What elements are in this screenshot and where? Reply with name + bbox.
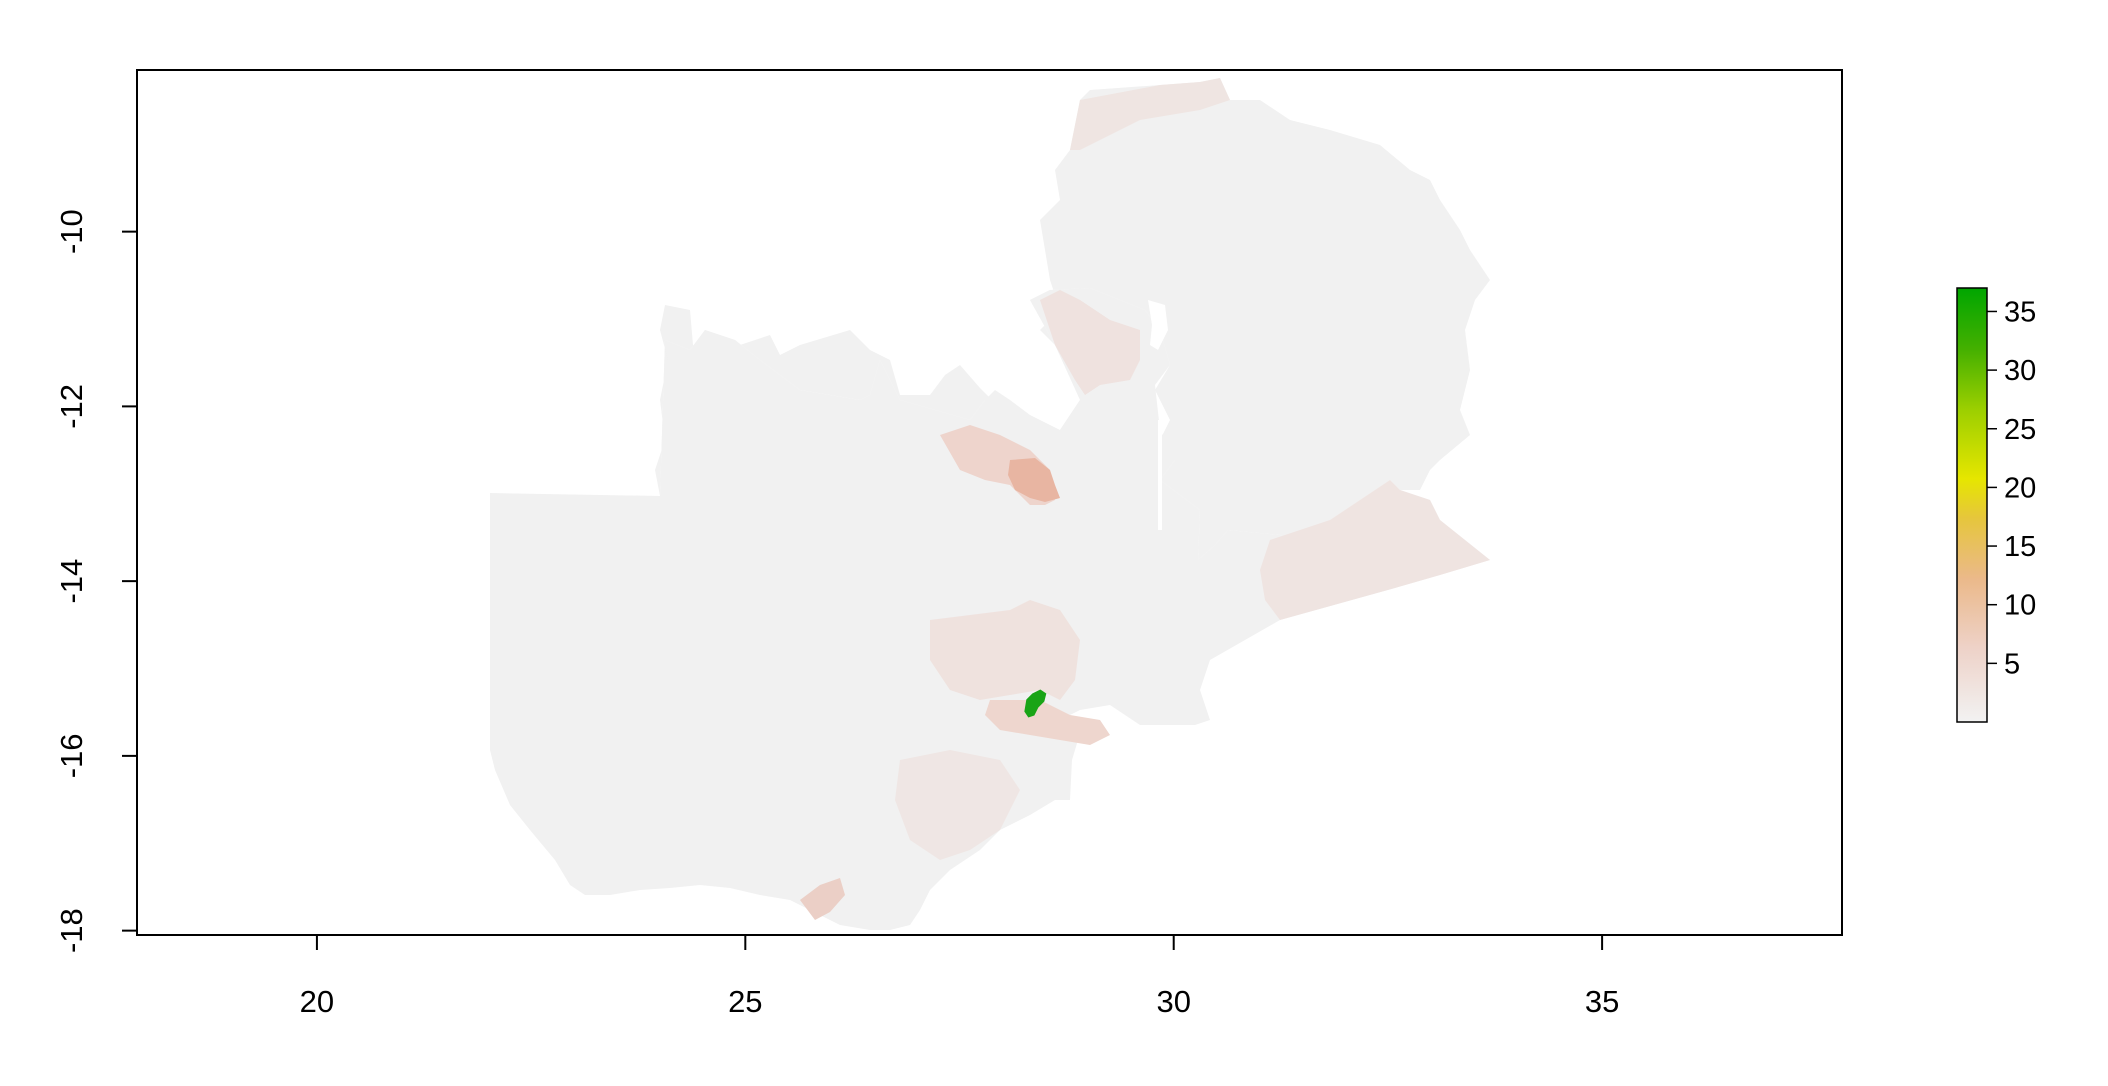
lake-gap bbox=[1148, 300, 1168, 350]
y-axis: -10 -12 -14 -16 -18 bbox=[54, 209, 138, 953]
legend-tick-label: 35 bbox=[2004, 296, 2036, 328]
x-tick-label: 20 bbox=[300, 984, 334, 1019]
legend-colorbar bbox=[1956, 287, 1988, 723]
x-tick-label: 30 bbox=[1156, 984, 1190, 1019]
x-tick-label: 35 bbox=[1585, 984, 1619, 1019]
legend-tick-label: 30 bbox=[2004, 355, 2036, 387]
district-northeast-pink bbox=[1040, 290, 1140, 395]
district-south-tip-pink bbox=[800, 878, 845, 920]
x-tick-label: 25 bbox=[728, 984, 762, 1019]
legend-tick-label: 20 bbox=[2004, 472, 2036, 504]
x-axis: 20 25 30 35 bbox=[300, 934, 1619, 1019]
hotspot-region bbox=[1024, 689, 1047, 718]
legend-tick-label: 5 bbox=[2004, 648, 2020, 680]
country-shape bbox=[490, 288, 1490, 930]
legend-tick-label: 25 bbox=[2004, 414, 2036, 446]
district-salmon-high bbox=[1008, 458, 1060, 502]
y-tick-label: -18 bbox=[54, 908, 89, 953]
river-gap bbox=[1158, 420, 1162, 530]
district-central-pink bbox=[930, 600, 1080, 700]
y-tick-label: -10 bbox=[54, 209, 89, 254]
hotspot-layer bbox=[1024, 689, 1047, 718]
legend-tick-label: 15 bbox=[2004, 531, 2036, 563]
legend-ticks: 5 10 15 20 25 30 35 bbox=[1987, 296, 2036, 680]
legend-tick-label: 10 bbox=[2004, 590, 2036, 622]
district-lusaka-pink bbox=[985, 700, 1110, 745]
y-tick-label: -16 bbox=[54, 733, 89, 778]
y-tick-label: -14 bbox=[54, 559, 89, 604]
northeast-region bbox=[1030, 78, 1490, 560]
map-raster bbox=[490, 78, 1490, 930]
district-north-pink bbox=[1070, 78, 1230, 150]
district-southern-pink bbox=[895, 750, 1020, 860]
legend: 5 10 15 20 25 30 35 bbox=[1956, 287, 2036, 723]
y-tick-label: -12 bbox=[54, 384, 89, 429]
northwest-lobe bbox=[655, 305, 990, 496]
district-east-pink bbox=[1260, 480, 1490, 620]
